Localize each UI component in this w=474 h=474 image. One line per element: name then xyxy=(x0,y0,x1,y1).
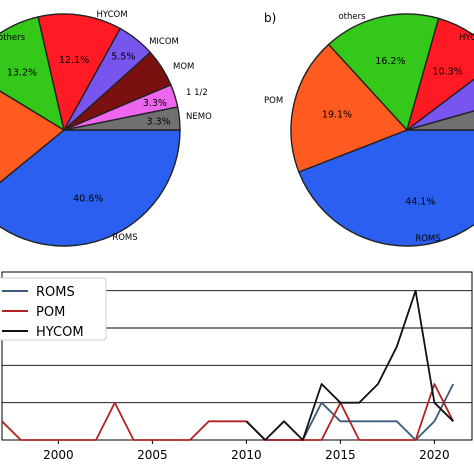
pie-b-category-label: others xyxy=(338,12,366,22)
pie-a-pct-label: 40.6% xyxy=(73,194,103,205)
pie-chart-b: 44.1%ROMS19.1%POM16.2%others10.3%HYCOM5.… xyxy=(264,12,474,247)
series-line-hycom xyxy=(245,289,454,441)
x-tick-label: 2020 xyxy=(419,448,450,462)
pie-a-category-label: MOM xyxy=(173,62,194,72)
line-chart: 2000 2005 2010 2015 2020 ROMS POM HYCOM xyxy=(0,271,473,462)
pie-b-category-label: ROMS xyxy=(415,234,440,244)
pie-b-pct-label: 19.1% xyxy=(322,110,352,121)
pie-chart-a: 40.6%ROMS%13.2%others12.1%HYCOM5.5%MICOM… xyxy=(0,10,212,247)
pie-a-pct-label: 13.2% xyxy=(7,68,37,79)
pie-a-category-label: ROMS xyxy=(112,233,137,243)
pie-b-panel-label: b) xyxy=(264,11,276,25)
pie-a-slice-hycom xyxy=(37,13,122,132)
pie-a-slice-others xyxy=(0,16,66,132)
pie-a-slice-roms xyxy=(0,129,181,247)
pie-a-slice-nemo xyxy=(63,106,181,131)
pie-a-category-label: 1 1/2 xyxy=(186,88,208,98)
pie-b-slice-unlabeled xyxy=(406,110,474,131)
legend-label-roms: ROMS xyxy=(36,285,75,300)
pie-a-slice-unlabeled xyxy=(0,90,66,184)
pie-a-category-label: others xyxy=(0,33,26,43)
pie-a-category-label: NEMO xyxy=(186,112,212,122)
pie-b-slice-roms xyxy=(297,129,474,247)
x-tick-label: 2015 xyxy=(325,448,356,462)
pie-a-pct-label: 5.5% xyxy=(111,52,135,63)
pie-a-category-label: HYCOM xyxy=(96,10,127,20)
x-tick-label: 2005 xyxy=(137,448,168,462)
pie-b-slice-pom xyxy=(290,43,409,173)
pie-a-category-label: MICOM xyxy=(149,37,179,47)
pie-a-pct-label: 3.3% xyxy=(143,98,167,109)
pie-b-category-label: POM xyxy=(264,96,283,106)
legend: ROMS POM HYCOM xyxy=(0,277,107,341)
pie-b-slice-others xyxy=(327,13,440,132)
legend-label-hycom: HYCOM xyxy=(36,325,84,340)
x-tick-label: 2000 xyxy=(43,448,74,462)
series-line-pom xyxy=(1,383,455,441)
pie-a-pct-label: 12.1% xyxy=(59,55,89,66)
x-tick-label: 2010 xyxy=(231,448,262,462)
legend-box xyxy=(0,277,107,341)
pie-b-pct-label: 16.2% xyxy=(375,56,405,67)
pie-b-slice-hycom xyxy=(405,17,474,132)
pie-b-pct-label: 10.3% xyxy=(433,67,463,78)
pie-a-pct-label: 3.3% xyxy=(147,117,171,128)
legend-label-pom: POM xyxy=(36,305,65,320)
pie-b-pct-label: 44.1% xyxy=(405,197,435,208)
pie-b-category-label: HYCOM xyxy=(459,33,474,43)
line-plot-frame xyxy=(1,271,473,441)
